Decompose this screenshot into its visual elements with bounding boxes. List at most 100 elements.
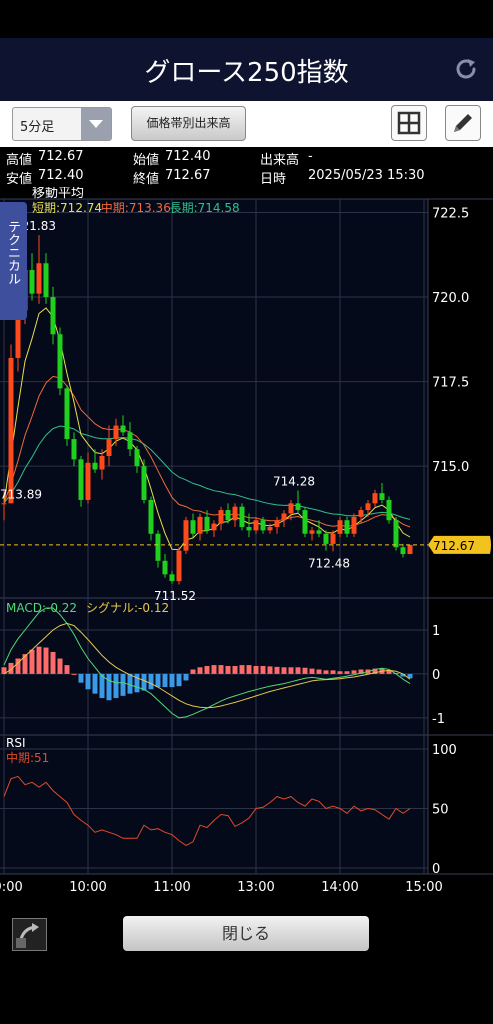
candle [204, 516, 210, 531]
candle [78, 459, 84, 500]
macd-histogram-bar [246, 665, 252, 674]
macd-histogram-bar [113, 673, 119, 699]
technical-tab[interactable]: テクニカル [0, 202, 27, 320]
macd-histogram-bar [239, 665, 245, 674]
x-tick-label: 10:00 [69, 880, 106, 895]
rsi-label: RSI [6, 736, 26, 750]
interval-select[interactable]: 5分足 [12, 107, 112, 141]
y-tick-label: 715.0 [432, 460, 469, 475]
candle [36, 263, 42, 294]
macd-histogram-bar [267, 666, 273, 674]
current-price-label: 712.67 [433, 539, 475, 553]
candle [372, 493, 378, 504]
macd-histogram-bar [148, 673, 154, 690]
macd-histogram-bar [197, 667, 203, 674]
price-volume-button[interactable]: 価格帯別出来高 [131, 106, 246, 141]
macd-histogram-bar [274, 666, 280, 674]
macd-histogram-bar [260, 665, 266, 674]
ma-title: 移動平均 [32, 187, 84, 201]
chart-area[interactable]: 09:00 10:00 11:00 13:00 14:00 15:00 722.5 720.0… [0, 187, 493, 895]
candle [197, 516, 203, 534]
draw-button[interactable] [445, 105, 481, 141]
close-label: 終値 [133, 172, 160, 187]
signal-label: シグナル:-0.12 [86, 601, 169, 615]
macd-histogram-bar [204, 665, 210, 674]
macd-histogram-bar [344, 671, 350, 674]
price-annotation: 711.52 [154, 589, 196, 603]
macd-histogram-bar [57, 658, 63, 674]
candle [393, 520, 399, 548]
ma-legend-item: 長期:714.58 [170, 201, 240, 215]
candle [57, 334, 63, 389]
macd-histogram-bar [43, 647, 49, 674]
candle [190, 520, 196, 534]
refresh-icon[interactable] [453, 56, 479, 82]
macd-histogram-bar [386, 670, 392, 674]
macd-histogram-bar [330, 670, 336, 674]
status-strip [0, 0, 493, 38]
open-value: 712.40 [165, 149, 211, 164]
technical-tab-label: テクニカル [5, 220, 20, 285]
candle [127, 432, 133, 450]
candle [141, 466, 147, 500]
price-annotation: 712.48 [308, 556, 350, 570]
price-panel-bg [0, 199, 428, 598]
macd-histogram-bar [309, 668, 315, 674]
candle [253, 520, 259, 531]
candle [267, 526, 273, 531]
candle [106, 439, 112, 456]
grid-layout-button[interactable] [391, 105, 427, 141]
macd-histogram-bar [85, 673, 91, 690]
macd-histogram-bar [225, 665, 231, 674]
datetime-label: 日時 [260, 172, 287, 187]
y-tick-label: 720.0 [432, 291, 469, 306]
macd-histogram-bar [50, 651, 56, 674]
chart-toolbar: 5分足 価格帯別出来高 [0, 101, 493, 147]
macd-histogram-bar [351, 670, 357, 674]
candle [400, 547, 406, 555]
back-arrow-icon[interactable] [12, 918, 47, 951]
candle [162, 560, 168, 575]
candle [8, 357, 14, 504]
candle [295, 503, 301, 511]
candle [316, 530, 322, 534]
y-tick-label: 0 [432, 862, 440, 877]
macd-histogram-bar [8, 662, 14, 674]
macd-histogram-bar [22, 654, 28, 674]
candle [120, 425, 126, 433]
candle [274, 520, 280, 527]
macd-histogram-bar [232, 665, 238, 674]
macd-histogram-bar [134, 673, 140, 693]
macd-histogram-bar [64, 665, 70, 674]
ohlc-info: 高値 712.67 安値 712.40 始値 712.40 終値 712.67 … [0, 147, 428, 187]
macd-histogram-bar [1, 667, 7, 674]
macd-histogram-bar [162, 673, 168, 688]
candle [15, 310, 21, 358]
macd-histogram-bar [218, 665, 224, 674]
macd-histogram-bar [169, 673, 175, 688]
candle [113, 425, 119, 440]
ma-legend-item: 中期:713.36 [101, 200, 171, 215]
price-annotation: 714.28 [273, 474, 315, 488]
x-tick-label: 13:00 [237, 880, 274, 895]
close-button[interactable]: 閉じる [123, 916, 369, 951]
candle [358, 510, 364, 517]
candle [225, 510, 231, 521]
macd-histogram-bar [400, 673, 406, 677]
macd-histogram-bar [372, 668, 378, 674]
macd-histogram-bar [92, 673, 98, 694]
macd-histogram-bar [71, 673, 77, 675]
candle [239, 506, 245, 527]
candle [232, 506, 238, 521]
macd-histogram-bar [211, 665, 217, 674]
candle [50, 297, 56, 335]
candle [288, 503, 294, 514]
candle [330, 533, 336, 544]
candle [302, 510, 308, 534]
signal-line [3, 622, 411, 709]
candle [148, 499, 154, 534]
y-tick-label: 1 [432, 624, 440, 639]
long-ma-line [3, 425, 411, 520]
price-annotation: 713.89 [0, 488, 42, 502]
y-tick-label: 50 [432, 803, 449, 818]
